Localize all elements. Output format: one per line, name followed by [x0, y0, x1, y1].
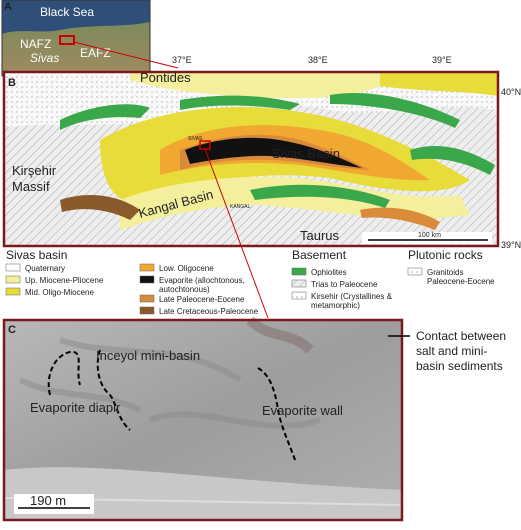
- place-label: Massif: [12, 179, 50, 194]
- panel-a: A Black Sea NAFZ Sivas EAFZ: [1, 0, 179, 77]
- legend-label: autochtonous): [159, 285, 210, 294]
- legend-label: metamorphic): [311, 301, 360, 310]
- longitude-label: 38°E: [308, 55, 328, 65]
- legend-label: Mid. Oligo-Miocene: [25, 288, 94, 297]
- legend-title: Basement: [292, 248, 347, 262]
- feature-label: Inceyol mini-basin: [96, 348, 200, 363]
- legend-label: Paleocene-Eocene: [427, 277, 495, 286]
- legend-label: Late Paleocene-Eocene: [159, 295, 245, 304]
- legend-swatch: [291, 267, 307, 276]
- panel-label: C: [8, 324, 16, 336]
- fault-label: NAFZ: [20, 37, 51, 51]
- scale-label: 100 km: [418, 232, 441, 239]
- city-label: Sivas: [30, 51, 59, 65]
- legend-swatch: [139, 306, 155, 315]
- town-label: SIVAS: [188, 136, 203, 142]
- legend-swatch: [5, 287, 21, 296]
- panel-b: 37°E 38°E 39°E 40°N 39°N B Pontides Kirş…: [2, 55, 521, 319]
- place-label: Taurus: [300, 228, 340, 243]
- contact-label: Contact between: [416, 329, 506, 343]
- feature-label: Evaporite wall: [262, 403, 343, 418]
- town-label: KANGAL: [230, 204, 251, 210]
- legend-label: Granitoids: [427, 268, 463, 277]
- panel-label: B: [8, 77, 16, 89]
- feature-label: Evaporite diapir: [30, 400, 121, 415]
- legend-label: Ophiolites: [311, 268, 347, 277]
- legend-swatch: [139, 263, 155, 272]
- legend-swatch: [291, 291, 307, 300]
- legend-swatch: [407, 267, 423, 276]
- place-label: Sivas Basin: [272, 146, 340, 161]
- legend-label: Trias to Paleocene: [311, 280, 378, 289]
- legend-label: Quaternary: [25, 264, 65, 273]
- pointer: [204, 148, 269, 319]
- legend-swatch: [5, 275, 21, 284]
- legend-swatch: [5, 263, 21, 272]
- legend-label: Kirsehir (Crystallines &: [311, 292, 393, 301]
- legend-label: Evaporite (allochtonous,: [159, 276, 245, 285]
- place-label: Pontides: [140, 70, 191, 85]
- scale-label: 190 m: [30, 493, 66, 508]
- latitude-label: 40°N: [501, 87, 521, 97]
- longitude-label: 39°E: [432, 55, 452, 65]
- legend: Sivas basin Basement Plutonic rocks Quat…: [5, 248, 495, 316]
- panel-c: C Inceyol mini-basin Evaporite diapir Ev…: [2, 316, 506, 522]
- legend-title: Plutonic rocks: [408, 248, 483, 262]
- latitude-label: 39°N: [501, 240, 521, 250]
- legend-title: Sivas basin: [6, 248, 67, 262]
- legend-label: Late Cretaceous-Paleocene: [159, 307, 259, 316]
- contact-label: salt and mini-: [416, 344, 487, 358]
- panel-label: A: [4, 1, 12, 13]
- evaporite: [185, 137, 362, 168]
- legend-label: Up. Miocene-Pliocene: [25, 276, 104, 285]
- contact-label: basin sediments: [416, 359, 503, 373]
- fault-label: EAFZ: [80, 46, 111, 60]
- place-label: Kirşehir: [12, 163, 57, 178]
- legend-swatch: [139, 275, 155, 284]
- legend-swatch: [291, 279, 307, 288]
- sea-label: Black Sea: [40, 5, 94, 19]
- legend-swatch: [139, 294, 155, 303]
- pointer: [73, 41, 179, 69]
- longitude-label: 37°E: [172, 55, 192, 65]
- legend-label: Low. Oligocene: [159, 264, 214, 273]
